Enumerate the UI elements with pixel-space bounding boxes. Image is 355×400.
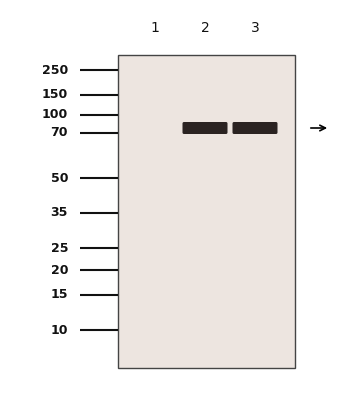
Text: 2: 2 [201,21,209,35]
Text: 25: 25 [50,242,68,254]
Text: 15: 15 [50,288,68,302]
Text: 3: 3 [251,21,260,35]
Text: 10: 10 [50,324,68,336]
Bar [118,55,295,368]
Text: 70: 70 [50,126,68,140]
Text: 1: 1 [151,21,159,35]
FancyBboxPatch shape [233,122,278,134]
Text: 100: 100 [42,108,68,122]
Text: 250: 250 [42,64,68,76]
Text: 150: 150 [42,88,68,102]
Text: 50: 50 [50,172,68,184]
FancyBboxPatch shape [182,122,228,134]
Text: 20: 20 [50,264,68,276]
Text: 35: 35 [51,206,68,220]
